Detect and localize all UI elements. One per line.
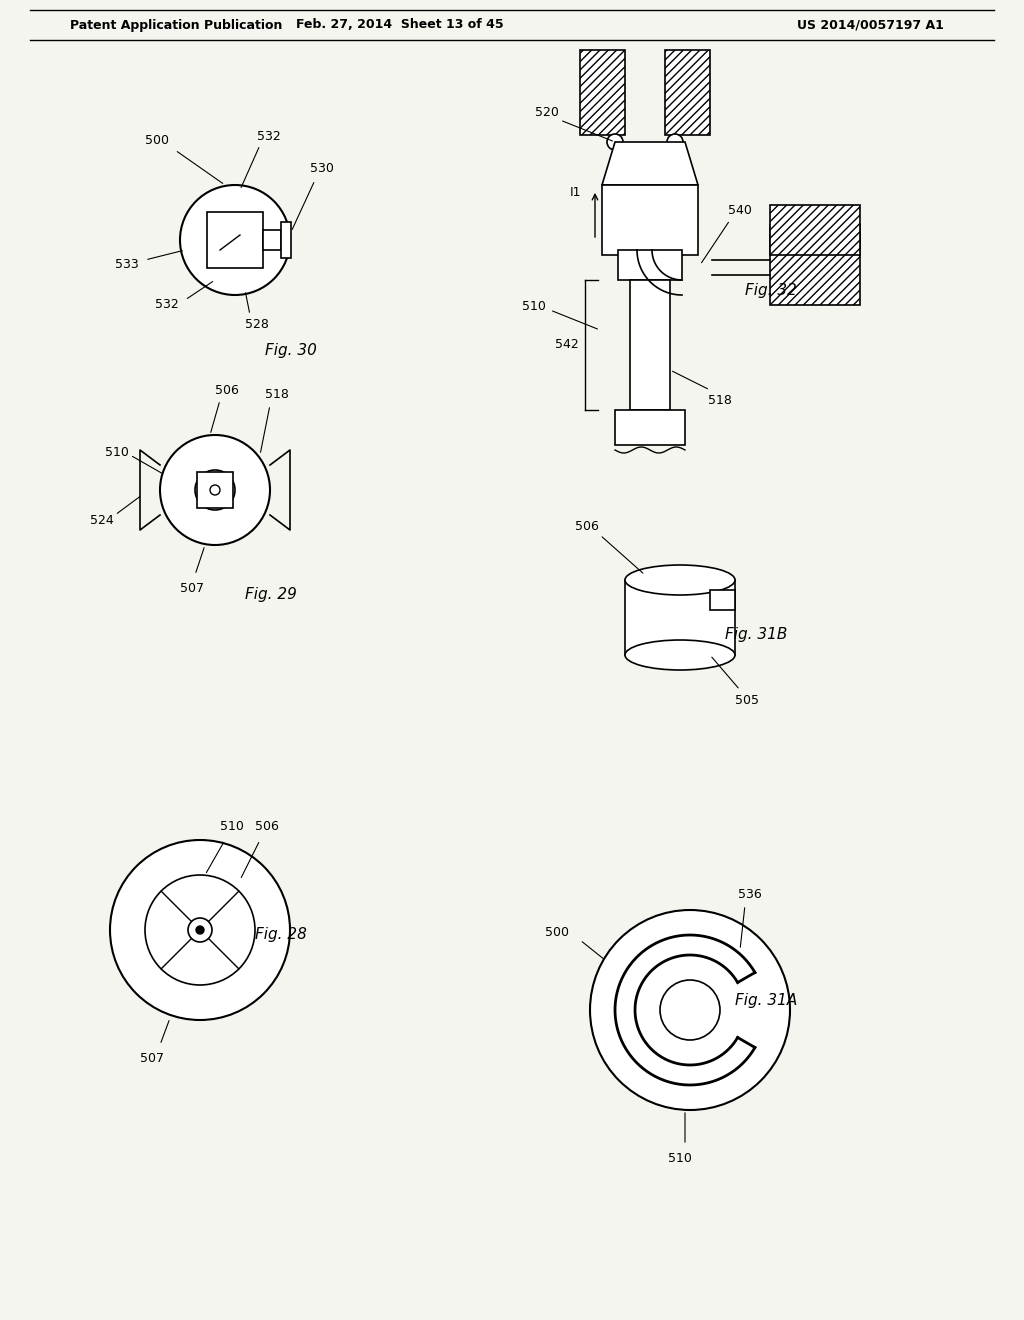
- Bar: [710, 590, 735, 610]
- Text: 542: 542: [555, 338, 579, 351]
- Circle shape: [188, 917, 212, 942]
- Bar: [197, 473, 233, 508]
- Text: Fig. 28: Fig. 28: [255, 928, 307, 942]
- Circle shape: [110, 840, 290, 1020]
- Bar: [281, 222, 291, 257]
- Bar: [263, 230, 281, 249]
- Text: 500: 500: [545, 927, 569, 940]
- Bar: [618, 249, 682, 280]
- Bar: [770, 224, 860, 305]
- Text: 510: 510: [105, 446, 129, 458]
- Bar: [207, 213, 263, 268]
- Text: 506: 506: [215, 384, 239, 396]
- Text: 510: 510: [668, 1151, 692, 1164]
- Text: 536: 536: [738, 888, 762, 902]
- Circle shape: [667, 135, 683, 150]
- Circle shape: [210, 484, 220, 495]
- Ellipse shape: [625, 640, 735, 671]
- Text: 520: 520: [535, 106, 559, 119]
- Bar: [630, 280, 670, 411]
- Text: US 2014/0057197 A1: US 2014/0057197 A1: [797, 18, 943, 32]
- Circle shape: [607, 135, 623, 150]
- Ellipse shape: [625, 565, 735, 595]
- Text: 510: 510: [220, 821, 244, 833]
- Circle shape: [590, 909, 790, 1110]
- Circle shape: [180, 185, 290, 294]
- Text: 506: 506: [575, 520, 599, 533]
- Text: 518: 518: [265, 388, 289, 401]
- Circle shape: [160, 436, 270, 545]
- Text: Fig. 31B: Fig. 31B: [725, 627, 787, 643]
- Bar: [665, 50, 710, 135]
- Text: 524: 524: [90, 513, 114, 527]
- Text: 528: 528: [245, 318, 269, 331]
- Text: Fig. 31A: Fig. 31A: [735, 993, 798, 1007]
- Bar: [602, 185, 698, 255]
- Polygon shape: [602, 143, 698, 185]
- Bar: [625, 579, 735, 655]
- Bar: [580, 50, 625, 135]
- Text: 532: 532: [155, 298, 179, 312]
- Text: 518: 518: [708, 393, 732, 407]
- Text: 533: 533: [115, 259, 138, 272]
- Text: Fig. 29: Fig. 29: [245, 587, 297, 602]
- Text: Fig. 32: Fig. 32: [745, 282, 797, 297]
- Text: 507: 507: [180, 582, 204, 594]
- Text: 510: 510: [522, 301, 546, 314]
- Text: Feb. 27, 2014  Sheet 13 of 45: Feb. 27, 2014 Sheet 13 of 45: [296, 18, 504, 32]
- Bar: [770, 205, 860, 255]
- Text: 507: 507: [140, 1052, 164, 1064]
- Text: 506: 506: [255, 821, 279, 833]
- Text: 505: 505: [735, 693, 759, 706]
- Text: I1: I1: [570, 186, 582, 198]
- Text: Fig. 30: Fig. 30: [265, 342, 316, 358]
- Circle shape: [195, 470, 234, 510]
- Text: 530: 530: [310, 161, 334, 174]
- Text: 532: 532: [257, 131, 281, 144]
- Circle shape: [196, 927, 204, 935]
- Circle shape: [145, 875, 255, 985]
- Text: 540: 540: [728, 203, 752, 216]
- Circle shape: [660, 979, 720, 1040]
- Text: 500: 500: [145, 133, 169, 147]
- Text: Patent Application Publication: Patent Application Publication: [70, 18, 283, 32]
- Bar: [615, 411, 685, 445]
